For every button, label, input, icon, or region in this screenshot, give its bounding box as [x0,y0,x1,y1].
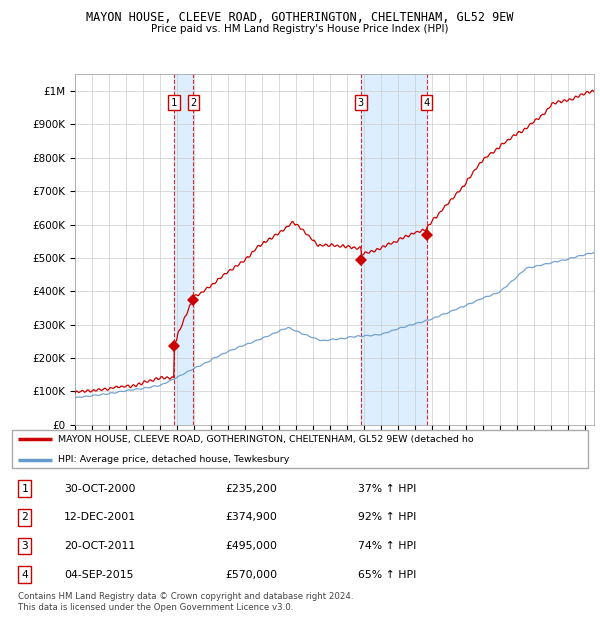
Bar [174,74,193,425]
Text: 4: 4 [21,570,28,580]
Text: 74% ↑ HPI: 74% ↑ HPI [358,541,416,551]
Text: Contains HM Land Registry data © Crown copyright and database right 2024.
This d: Contains HM Land Registry data © Crown c… [18,592,353,611]
Text: HPI: Average price, detached house, Tewkesbury: HPI: Average price, detached house, Tewk… [58,455,289,464]
Text: 4: 4 [424,98,430,108]
Text: 37% ↑ HPI: 37% ↑ HPI [358,484,416,494]
Bar [361,74,427,425]
Text: 12-DEC-2001: 12-DEC-2001 [64,512,136,522]
Text: 04-SEP-2015: 04-SEP-2015 [64,570,133,580]
Text: 1: 1 [21,484,28,494]
Text: £235,200: £235,200 [225,484,277,494]
Text: 1: 1 [171,98,178,108]
Text: £495,000: £495,000 [225,541,277,551]
Text: 65% ↑ HPI: 65% ↑ HPI [358,570,416,580]
Text: Price paid vs. HM Land Registry's House Price Index (HPI): Price paid vs. HM Land Registry's House … [151,24,449,33]
Text: 3: 3 [21,541,28,551]
Text: 2: 2 [190,98,196,108]
Text: £374,900: £374,900 [225,512,277,522]
Text: 2: 2 [21,512,28,522]
Text: £570,000: £570,000 [225,570,277,580]
Text: 20-OCT-2011: 20-OCT-2011 [64,541,135,551]
Text: MAYON HOUSE, CLEEVE ROAD, GOTHERINGTON, CHELTENHAM, GL52 9EW (detached ho: MAYON HOUSE, CLEEVE ROAD, GOTHERINGTON, … [58,435,474,444]
Text: 92% ↑ HPI: 92% ↑ HPI [358,512,416,522]
Text: 30-OCT-2000: 30-OCT-2000 [64,484,136,494]
Text: 3: 3 [358,98,364,108]
Text: MAYON HOUSE, CLEEVE ROAD, GOTHERINGTON, CHELTENHAM, GL52 9EW: MAYON HOUSE, CLEEVE ROAD, GOTHERINGTON, … [86,11,514,24]
